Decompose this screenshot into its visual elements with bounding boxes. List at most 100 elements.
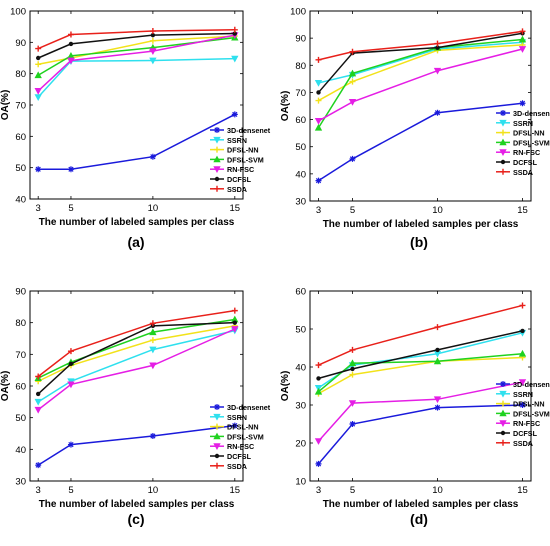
legend-marker <box>214 146 220 153</box>
y-tick-label: 50 <box>15 413 26 424</box>
data-point <box>348 99 357 106</box>
panel-caption: (d) <box>410 511 428 527</box>
legend-marker <box>500 129 506 136</box>
legend-marker <box>500 110 506 116</box>
y-axis-label: OA(%) <box>0 90 11 121</box>
legend-marker <box>499 119 507 127</box>
data-point <box>518 46 527 53</box>
series-line <box>37 328 236 411</box>
legend-marker <box>213 166 221 174</box>
legend-label: RN-FSC <box>513 148 540 157</box>
legend-marker <box>213 413 221 421</box>
data-point <box>349 421 356 427</box>
legend-marker <box>213 155 221 163</box>
y-tick-label: 50 <box>15 163 26 174</box>
legend-label: SSDA <box>227 462 247 471</box>
data-point <box>349 346 356 353</box>
x-tick-label: 5 <box>68 485 73 496</box>
data-point <box>433 357 442 365</box>
data-point <box>434 109 441 116</box>
x-tick-label: 15 <box>517 205 528 216</box>
plot-frame <box>309 290 532 482</box>
plot-frame <box>29 290 244 482</box>
legend-label: DFSL-NN <box>513 129 545 138</box>
data-point <box>68 41 74 47</box>
series-line <box>318 304 523 366</box>
x-axis-label: The number of labeled samples per class <box>323 219 519 230</box>
series-line <box>37 424 235 466</box>
series-line <box>318 332 523 389</box>
series-line <box>37 309 235 378</box>
data-point <box>34 71 42 79</box>
legend-label: DCFSL <box>227 175 252 184</box>
data-point <box>231 55 239 63</box>
data-point <box>149 362 157 370</box>
legend-marker <box>213 136 221 144</box>
legend-marker <box>213 443 221 451</box>
data-point <box>231 26 238 33</box>
legend-label: RN-FSC <box>513 419 540 428</box>
legend-marker <box>213 432 221 440</box>
data-point <box>314 80 323 87</box>
data-point <box>518 379 527 387</box>
y-axis-label: OA(%) <box>280 91 291 122</box>
y-tick-label: 40 <box>295 169 306 180</box>
y-tick-label: 80 <box>15 69 26 80</box>
data-point <box>434 404 441 411</box>
legend-marker <box>214 453 220 459</box>
data-point <box>519 402 526 408</box>
x-axis-label: The number of labeled samples per class <box>323 499 519 510</box>
y-tick-label: 40 <box>15 195 26 206</box>
x-tick-label: 3 <box>316 485 321 496</box>
data-point <box>35 462 42 469</box>
x-tick-label: 10 <box>148 203 159 214</box>
legend-label: 3D-densenet <box>227 126 271 135</box>
legend-label: SSRN <box>513 119 533 128</box>
legend-label: DFSL-NN <box>513 400 545 409</box>
data-point <box>519 100 526 107</box>
y-tick-label: 10 <box>295 477 306 488</box>
x-tick-label: 10 <box>148 485 159 496</box>
series-line <box>317 38 523 129</box>
data-point <box>433 396 442 404</box>
legend-marker <box>214 423 220 430</box>
series-line <box>318 30 523 61</box>
data-point <box>149 28 156 35</box>
series-line <box>318 44 523 102</box>
data-point <box>232 320 238 325</box>
y-tick-label: 100 <box>290 7 306 18</box>
legend-label: DFSL-SVM <box>513 138 550 147</box>
legend-label: DFSL-NN <box>227 146 259 155</box>
data-point <box>315 56 322 63</box>
series-line <box>37 318 235 379</box>
data-point <box>231 326 239 333</box>
legend-label: DCFSL <box>513 429 538 438</box>
y-tick-label: 60 <box>295 115 306 126</box>
series-line <box>318 102 523 182</box>
data-point <box>67 31 74 38</box>
legend-marker <box>499 409 507 417</box>
legend-label: DFSL-NN <box>227 423 259 432</box>
legend-marker <box>500 430 506 436</box>
data-point <box>434 324 441 331</box>
data-point <box>35 166 42 173</box>
y-tick-label: 50 <box>295 325 306 336</box>
series-line <box>37 325 235 382</box>
data-point <box>35 45 42 52</box>
x-tick-label: 3 <box>36 485 41 496</box>
legend-marker <box>214 185 220 192</box>
series-line <box>37 321 235 395</box>
data-point <box>149 57 157 65</box>
legend: 3D-densenetSSRNDFSL-NNDFSL-SVMRN-FSCDCFS… <box>496 380 550 448</box>
legend-marker <box>499 390 507 398</box>
series-line <box>318 356 523 395</box>
data-point <box>349 155 356 162</box>
data-point <box>35 61 42 68</box>
data-point <box>348 359 357 367</box>
data-point <box>149 433 156 440</box>
data-point <box>149 320 156 327</box>
y-tick-label: 30 <box>15 477 26 488</box>
plot-frame <box>309 10 532 202</box>
